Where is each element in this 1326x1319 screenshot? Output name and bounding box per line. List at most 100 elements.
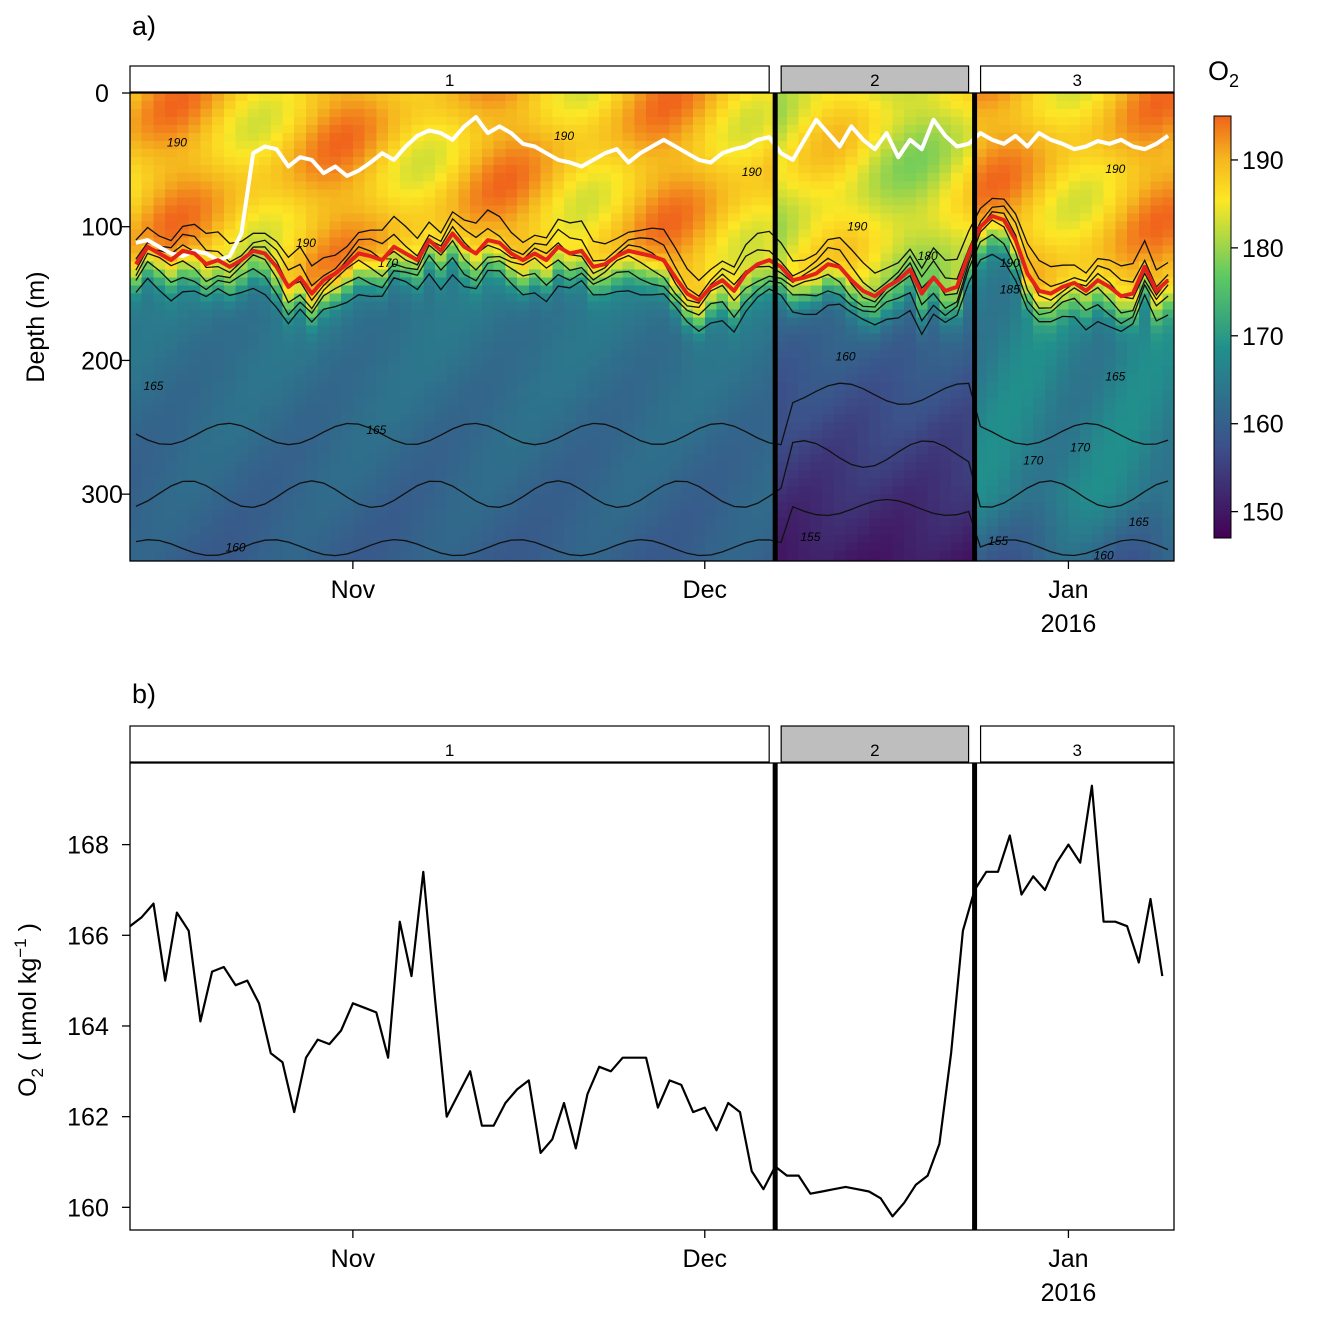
heatmap-cell [904, 373, 917, 383]
heatmap-cell [622, 542, 636, 551]
heatmap-cell [728, 253, 741, 263]
heatmap-cell [833, 446, 847, 455]
heatmap-cell [352, 518, 366, 527]
heatmap-cell [763, 109, 776, 118]
heatmap-cell [869, 237, 882, 247]
heatmap-cell [622, 478, 636, 487]
heatmap-cell [751, 125, 765, 134]
heatmap-cell [657, 277, 671, 287]
heatmap-cell [951, 478, 964, 487]
heatmap-cell [212, 253, 225, 263]
heatmap-cell [200, 365, 213, 375]
heatmap-cell [294, 173, 307, 182]
heatmap-cell [798, 293, 811, 303]
heatmap-cell [141, 437, 155, 447]
heatmap-cell [552, 446, 565, 455]
heatmap-cell [986, 245, 999, 255]
heatmap-cell [1056, 542, 1070, 551]
heatmap-cell [212, 221, 225, 230]
heatmap-cell [1080, 181, 1093, 190]
heatmap-cell [376, 109, 389, 118]
heatmap-cell [786, 454, 800, 463]
heatmap-cell [599, 325, 612, 335]
heatmap-cell [575, 478, 589, 487]
heatmap-cell [540, 93, 553, 102]
heatmap-cell [388, 357, 401, 367]
heatmap-cell [493, 157, 506, 166]
heatmap-cell [798, 221, 811, 230]
heatmap-cell [1009, 189, 1023, 198]
heatmap-cell [599, 221, 612, 230]
heatmap-cell [270, 429, 284, 439]
heatmap-cell [974, 301, 987, 311]
heatmap-cell [1103, 165, 1116, 174]
heatmap-cell [869, 125, 882, 134]
heatmap-cell [505, 237, 518, 247]
heatmap-cell [458, 381, 471, 391]
heatmap-cell [493, 101, 506, 110]
heatmap-cell [786, 341, 800, 351]
heatmap-cell [915, 181, 929, 190]
heatmap-cell [282, 197, 295, 206]
heatmap-cell [1056, 486, 1070, 495]
heatmap-cell [1091, 510, 1105, 519]
heatmap-cell [212, 470, 225, 479]
heatmap-cell [716, 373, 729, 383]
heatmap-cell [259, 245, 272, 255]
heatmap-cell [458, 325, 471, 335]
heatmap-cell [458, 157, 471, 166]
heatmap-cell [282, 357, 295, 367]
heatmap-cell [493, 454, 506, 463]
heatmap-cell [470, 205, 483, 214]
heatmap-cell [130, 101, 143, 110]
heatmap-cell [212, 245, 225, 255]
heatmap-cell [1021, 277, 1034, 287]
heatmap-cell [775, 494, 788, 503]
heatmap-cell [739, 221, 753, 230]
heatmap-cell [775, 526, 788, 535]
heatmap-cell [528, 454, 542, 463]
heatmap-cell [622, 237, 636, 247]
heatmap-cell [423, 157, 436, 166]
heatmap-cell [458, 245, 471, 255]
heatmap-cell [294, 149, 307, 158]
heatmap-cell [470, 365, 483, 375]
heatmap-cell [200, 173, 213, 182]
heatmap-cell [798, 261, 811, 271]
heatmap-cell [1080, 437, 1093, 447]
heatmap-cell [470, 502, 483, 511]
heatmap-cell [212, 437, 225, 447]
heatmap-cell [962, 213, 976, 222]
heatmap-cell [1115, 133, 1128, 142]
heatmap-cell [188, 293, 201, 303]
heatmap-cell [892, 446, 905, 455]
heatmap-cell [200, 437, 213, 447]
heatmap-cell [528, 478, 542, 487]
heatmap-cell [235, 526, 248, 535]
heatmap-cell [880, 446, 894, 455]
heatmap-cell [212, 269, 225, 279]
heatmap-cell [845, 510, 858, 519]
heatmap-cell [1009, 413, 1023, 423]
heatmap-cell [481, 309, 495, 319]
heatmap-cell [259, 93, 272, 102]
heatmap-cell [728, 245, 741, 255]
heatmap-cell [235, 478, 248, 487]
heatmap-cell [388, 454, 401, 463]
heatmap-cell [517, 245, 530, 255]
heatmap-cell [869, 261, 882, 271]
heatmap-cell [1056, 117, 1070, 126]
heatmap-cell [176, 117, 190, 126]
heatmap-cell [470, 237, 483, 247]
heatmap-cell [587, 381, 600, 391]
heatmap-cell [986, 373, 999, 383]
heatmap-cell [305, 534, 319, 543]
heatmap-cell [1091, 101, 1105, 110]
heatmap-cell [599, 309, 612, 319]
heatmap-cell [329, 558, 342, 561]
heatmap-cell [223, 325, 237, 335]
heatmap-cell [716, 301, 729, 311]
heatmap-cell [317, 389, 331, 399]
heatmap-cell [880, 197, 894, 206]
heatmap-cell [411, 518, 424, 527]
